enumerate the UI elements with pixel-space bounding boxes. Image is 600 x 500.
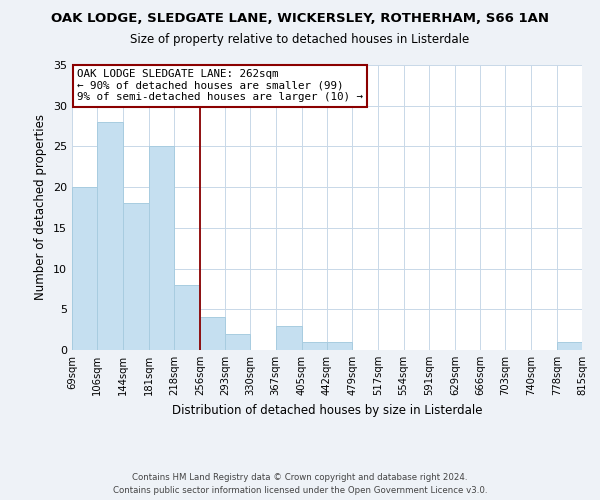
Text: OAK LODGE, SLEDGATE LANE, WICKERSLEY, ROTHERHAM, S66 1AN: OAK LODGE, SLEDGATE LANE, WICKERSLEY, RO…: [51, 12, 549, 26]
Bar: [174, 285, 200, 350]
Y-axis label: Number of detached properties: Number of detached properties: [34, 114, 47, 300]
Bar: [200, 318, 225, 350]
X-axis label: Distribution of detached houses by size in Listerdale: Distribution of detached houses by size …: [172, 404, 482, 416]
Text: Size of property relative to detached houses in Listerdale: Size of property relative to detached ho…: [130, 32, 470, 46]
Text: Contains public sector information licensed under the Open Government Licence v3: Contains public sector information licen…: [113, 486, 487, 495]
Bar: [123, 204, 149, 350]
Bar: [149, 146, 174, 350]
Bar: [557, 342, 582, 350]
Bar: [327, 342, 352, 350]
Bar: [302, 342, 327, 350]
Text: OAK LODGE SLEDGATE LANE: 262sqm
← 90% of detached houses are smaller (99)
9% of : OAK LODGE SLEDGATE LANE: 262sqm ← 90% of…: [77, 70, 363, 102]
Text: Contains HM Land Registry data © Crown copyright and database right 2024.: Contains HM Land Registry data © Crown c…: [132, 474, 468, 482]
Bar: [72, 187, 97, 350]
Bar: [97, 122, 123, 350]
Bar: [276, 326, 302, 350]
Bar: [225, 334, 250, 350]
